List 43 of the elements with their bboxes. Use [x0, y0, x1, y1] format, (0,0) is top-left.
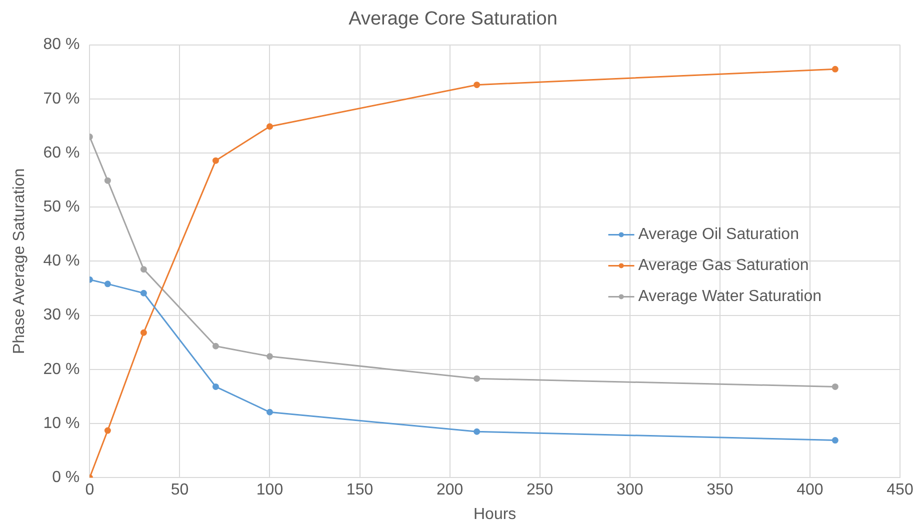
point [212, 383, 219, 390]
point [474, 428, 480, 435]
point [266, 123, 273, 130]
y-tick-label: 50 % [43, 198, 80, 216]
point [104, 177, 111, 184]
point [104, 280, 111, 288]
point [212, 157, 219, 164]
legend-label: Average Oil Saturation [638, 226, 799, 244]
x-tick-label: 300 [616, 482, 644, 499]
point [832, 383, 838, 390]
point [474, 375, 480, 382]
point [832, 66, 838, 72]
point [474, 82, 480, 88]
y-tick-label: 40 % [43, 252, 80, 270]
y-tick-label: 30 % [43, 306, 80, 324]
x-tick-label: 450 [886, 482, 914, 499]
point [832, 437, 838, 444]
y-tick-label: 70 % [43, 90, 80, 108]
legend-label: Average Gas Saturation [638, 257, 809, 274]
x-tick-label: 250 [526, 482, 554, 499]
x-tick-label: 100 [256, 482, 284, 499]
x-tick-label: 150 [346, 482, 374, 499]
y-axis-title: Phase Average Saturation [11, 168, 28, 354]
x-tick-label: 200 [436, 482, 464, 499]
point [212, 342, 219, 350]
point [266, 408, 273, 416]
y-tick-label: 10 % [43, 414, 80, 432]
point [104, 427, 111, 434]
y-tick-label: 0 % [52, 469, 80, 486]
point [140, 329, 147, 336]
x-tick-label: 350 [706, 482, 734, 499]
y-tick-label: 60 % [43, 144, 80, 162]
y-tick-label: 80 % [43, 36, 80, 54]
point [140, 266, 147, 273]
x-tick-label: 0 [85, 482, 94, 499]
point [140, 290, 147, 296]
x-tick-label: 50 [170, 482, 189, 499]
x-axis-title: Hours [473, 506, 516, 523]
point [266, 353, 273, 360]
x-tick-label: 400 [796, 482, 824, 499]
chart-title: Average Core Saturation [348, 8, 558, 30]
y-tick-label: 20 % [43, 360, 80, 378]
legend-label: Average Water Saturation [638, 288, 822, 306]
